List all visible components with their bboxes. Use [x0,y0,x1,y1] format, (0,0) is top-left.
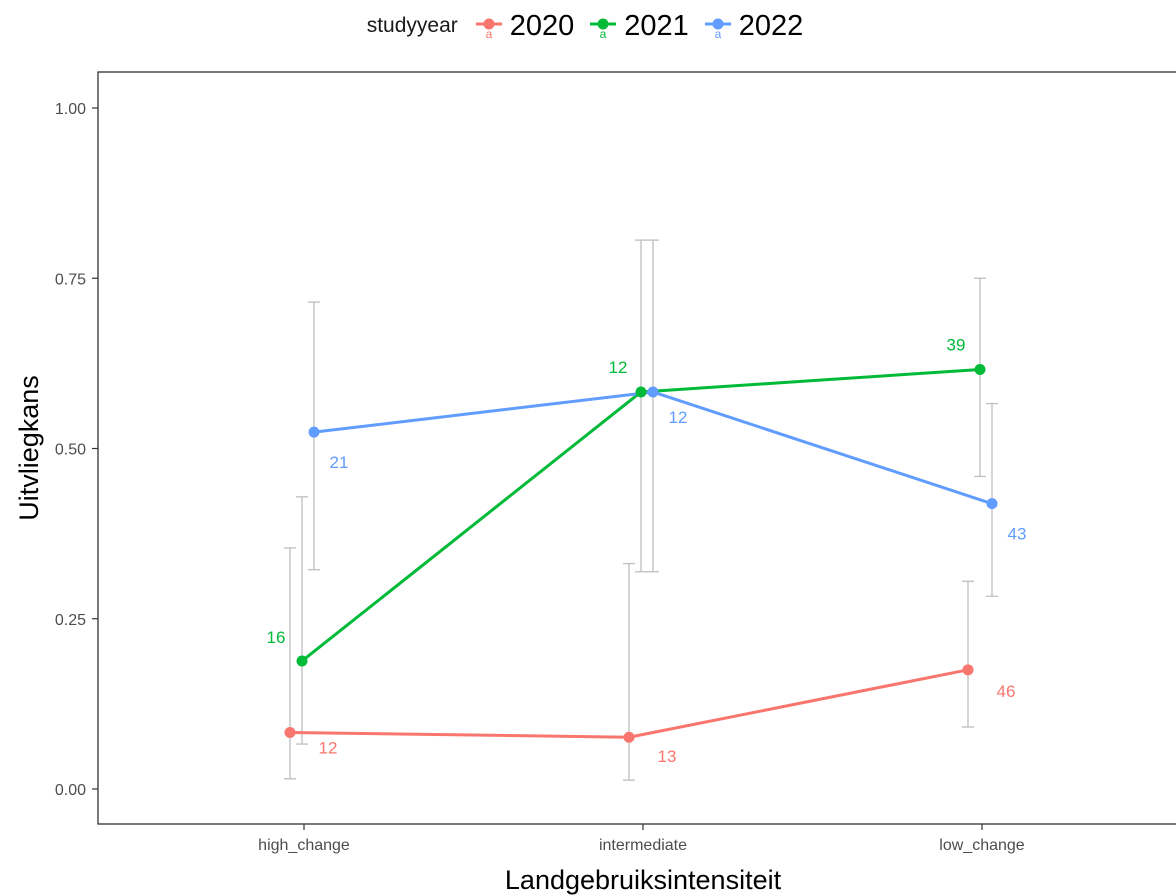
data-label: 46 [997,682,1016,701]
data-label: 39 [947,336,966,355]
legend-item-2021: a 2021 [588,10,689,43]
error-bar [974,277,986,478]
data-point [986,498,998,510]
legend-label: 2021 [624,9,689,42]
data-point [308,426,320,438]
legend-label: 2020 [509,9,575,42]
legend: studyyear a 2020 a 2021 a 2022 [0,6,1176,46]
x-axis-title: Landgebruiksintensiteit [505,865,782,895]
data-point [647,386,659,398]
error-bar [647,239,659,573]
error-bar [284,547,296,780]
data-label: 12 [609,358,628,377]
data-label: 12 [319,738,338,757]
data-label: 16 [267,628,286,647]
data-point [296,655,308,667]
legend-item-2022: a 2022 [703,9,804,43]
legend-item-2020: a 2020 [474,9,575,43]
error-bar [635,239,647,573]
error-bar [623,562,635,781]
legend-key-icon: a [475,18,502,41]
y-tick-label: 0.75 [55,271,86,288]
svg-text:a: a [600,27,607,41]
data-label: 21 [330,453,349,472]
y-tick-label: 0.50 [55,442,86,459]
data-label: 13 [658,747,677,766]
data-label: 43 [1008,525,1027,544]
legend-key-icon: a [704,18,731,41]
error-bar [962,580,974,728]
legend-title: studyyear [366,14,458,37]
y-tick-label: 0.00 [55,782,86,799]
error-bar [296,496,308,745]
svg-text:a: a [485,27,492,41]
x-tick-label: intermediate [599,837,687,854]
data-point [962,664,974,676]
data-point [635,386,647,398]
data-point [623,731,635,743]
x-tick-label: high_change [258,837,350,854]
y-tick-label: 0.25 [55,612,86,629]
svg-text:a: a [714,27,721,41]
data-label: 12 [669,408,688,427]
legend-label: 2022 [738,9,804,42]
y-tick-label: 1.00 [55,101,86,118]
y-axis-title: Uitvliegkans [14,375,44,521]
plot-panel [97,71,1176,825]
legend-key-icon: a [590,18,617,41]
x-tick-label: low_change [939,837,1025,854]
data-point [974,364,986,376]
data-point [284,726,296,738]
